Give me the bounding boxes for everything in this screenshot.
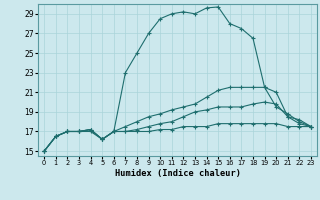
- X-axis label: Humidex (Indice chaleur): Humidex (Indice chaleur): [115, 169, 241, 178]
